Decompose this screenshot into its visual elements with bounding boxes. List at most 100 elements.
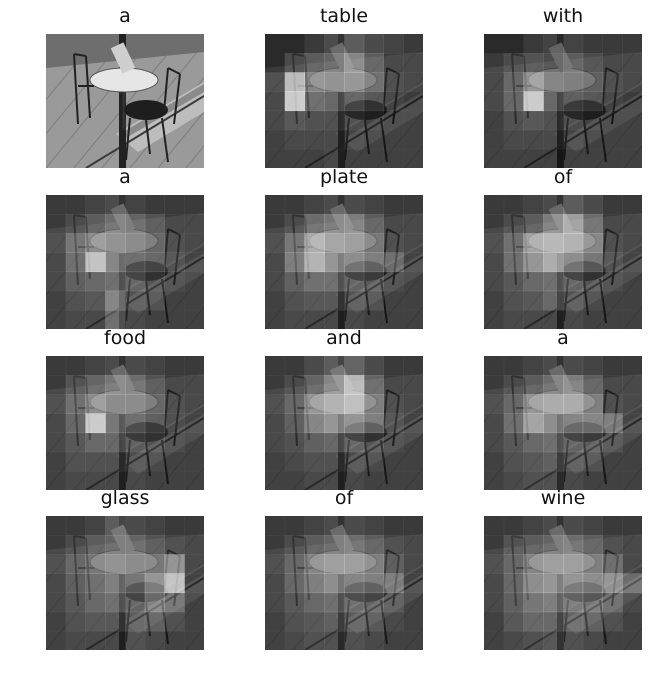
attention-panel: table: [265, 5, 423, 168]
attention-cell: [403, 516, 423, 536]
attention-cell: [503, 290, 524, 311]
attention-cell: [324, 53, 345, 73]
attention-cell: [484, 252, 505, 273]
attention-cell: [403, 573, 423, 594]
attention-cell: [105, 592, 126, 613]
attention-cell: [363, 53, 384, 73]
attention-cell: [602, 611, 623, 632]
attention-cell: [503, 592, 524, 613]
attention-cell: [65, 252, 86, 273]
attention-cell: [125, 375, 146, 395]
attention-cell: [602, 375, 623, 395]
attention-cell: [563, 470, 584, 490]
attention-cell: [265, 195, 286, 215]
attention-cell: [563, 516, 584, 536]
attention-cell: [622, 130, 642, 150]
attention-cell: [184, 272, 204, 292]
attention-cell: [363, 630, 384, 650]
attention-cell: [622, 72, 642, 92]
attention-cell: [582, 516, 603, 536]
attention-cell: [105, 432, 126, 453]
attention-cell: [284, 271, 305, 292]
attention-cell: [582, 233, 603, 253]
attention-cell: [184, 573, 204, 594]
attention-cell: [602, 413, 623, 434]
attention-cell: [65, 554, 86, 574]
attention-cell: [583, 130, 603, 150]
attention-cell: [125, 592, 146, 613]
attention-cell: [125, 432, 146, 453]
attention-cell: [582, 554, 603, 574]
attention-cell: [543, 233, 564, 253]
attention-cell: [85, 611, 106, 632]
attention-cell: [582, 592, 603, 613]
attention-cell: [344, 611, 365, 632]
attention-cell: [622, 631, 642, 650]
attention-cell: [603, 631, 623, 650]
attention-cell: [164, 394, 185, 414]
attention-cell: [265, 356, 286, 376]
attention-cell: [602, 535, 623, 555]
attention-cell: [582, 375, 603, 395]
attention-cell: [383, 611, 404, 632]
attention-cell: [523, 356, 544, 376]
attention-cell: [363, 592, 384, 613]
attention-cell: [403, 356, 423, 376]
attention-cell: [503, 195, 524, 215]
attention-cell: [523, 252, 544, 273]
attention-cell: [484, 356, 505, 376]
attention-cell: [622, 272, 642, 292]
attention-cell: [324, 573, 345, 594]
attention-cell: [85, 554, 106, 574]
attention-cell: [105, 470, 126, 490]
attention-cell: [324, 148, 345, 168]
attention-cell: [384, 111, 404, 131]
attention-cell: [383, 34, 404, 54]
attention-cell: [363, 432, 384, 453]
attention-cell: [324, 554, 345, 574]
attention-cell: [603, 130, 623, 150]
attention-cell: [543, 451, 564, 472]
attention-cell: [523, 554, 544, 574]
attention-cell: [543, 630, 564, 650]
attention-cell: [582, 394, 603, 414]
attention-cell: [304, 516, 325, 536]
attention-cell: [284, 129, 305, 150]
attention-cell: [46, 394, 67, 414]
attention-cell: [105, 573, 126, 594]
attention-cell: [563, 554, 584, 574]
attention-cell: [484, 72, 505, 92]
attention-cell: [523, 110, 544, 131]
attention-cell: [65, 516, 86, 536]
attention-cell: [65, 356, 86, 376]
attention-cell: [284, 432, 305, 453]
attention-cell: [144, 356, 165, 376]
attention-cell: [484, 535, 505, 555]
attention-cell: [324, 72, 345, 92]
attention-cell: [344, 34, 365, 54]
attention-cell: [265, 612, 285, 632]
attention-cell: [543, 470, 564, 490]
attention-cell: [344, 413, 365, 434]
attention-cell: [363, 195, 384, 215]
attention-cell: [324, 271, 345, 292]
attention-cell: [344, 91, 365, 112]
attention-cell: [284, 413, 305, 434]
attention-cell: [324, 195, 345, 215]
attention-cell: [622, 214, 642, 234]
attention-cell: [563, 252, 584, 273]
attention-cell: [105, 214, 126, 234]
attention-cell: [602, 432, 623, 453]
attention-cell: [125, 233, 146, 253]
attention-cell: [304, 34, 325, 54]
attention-cell: [563, 91, 584, 112]
attention-cell: [622, 111, 642, 131]
attention-cell: [184, 375, 204, 395]
attention-cell: [363, 611, 384, 632]
attention-cell: [344, 432, 365, 453]
attention-cell: [265, 233, 286, 253]
attention-cell: [602, 356, 623, 376]
attention-cell: [363, 233, 384, 253]
attention-cell: [304, 72, 325, 92]
attention-cell: [105, 271, 126, 292]
